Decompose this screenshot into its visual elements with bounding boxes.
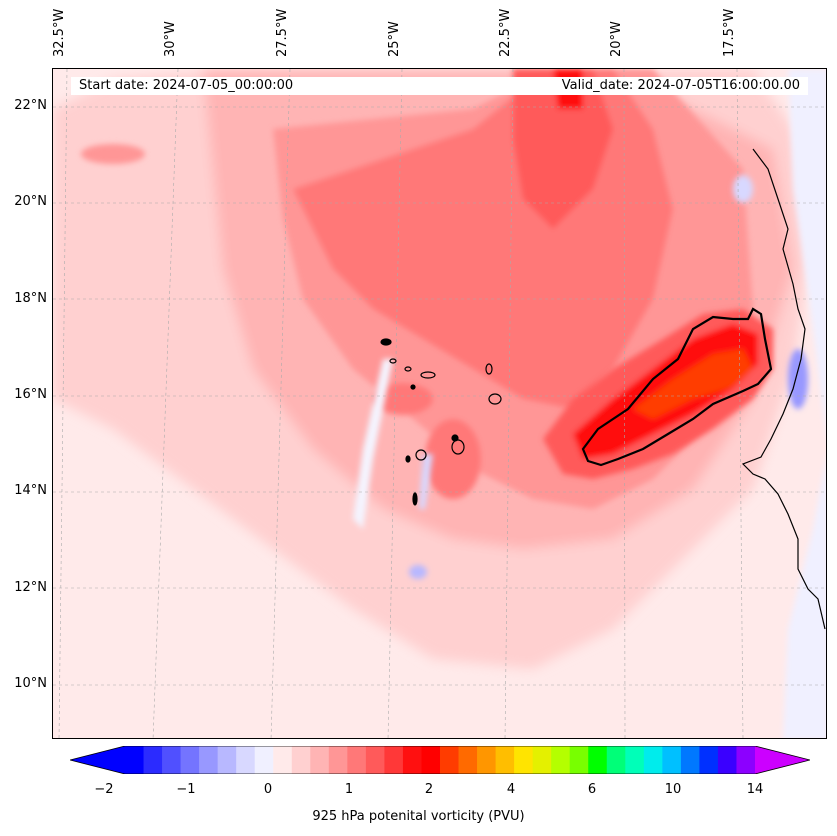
colorbar-segment xyxy=(328,746,348,774)
colorbar-segment xyxy=(199,746,219,774)
colorbar-segment xyxy=(514,746,534,774)
islands xyxy=(380,338,502,506)
colorbar-tick-1: 1 xyxy=(344,782,354,797)
lon-label-27-5w: 27.5°W xyxy=(275,8,290,57)
colorbar-tick-10: 10 xyxy=(664,782,682,797)
colorbar-segment xyxy=(291,746,311,774)
colorbar-tick-0: 0 xyxy=(263,782,273,797)
lon-label-20w: 20°W xyxy=(609,21,624,57)
lon-label-17-5w: 17.5°W xyxy=(722,8,737,57)
colorbar-segment xyxy=(143,746,163,774)
colorbar-segment xyxy=(588,746,608,774)
colorbar-segment xyxy=(180,746,200,774)
colorbar-tick-4: 4 xyxy=(506,782,516,797)
lat-label-20n: 20°N xyxy=(14,194,47,209)
graticule xyxy=(53,69,826,738)
lat-label-14n: 14°N xyxy=(14,483,47,498)
colorbar-segment xyxy=(717,746,737,774)
colorbar-segment xyxy=(551,746,571,774)
colorbar-segment xyxy=(606,746,626,774)
colorbar-tick-2: 2 xyxy=(424,782,434,797)
lon-label-25w: 25°W xyxy=(387,21,402,57)
colorbar-segment xyxy=(662,746,682,774)
pv-contour xyxy=(581,307,773,467)
lon-label-30w: 30°W xyxy=(163,21,178,57)
colorbar-segment xyxy=(458,746,478,774)
colorbar-segment xyxy=(365,746,385,774)
colorbar-extend-max xyxy=(755,746,810,774)
colorbar-tick-14: 14 xyxy=(746,782,764,797)
colorbar-segment xyxy=(402,746,422,774)
lat-label-18n: 18°N xyxy=(14,291,47,306)
colorbar-tick-minus1: −1 xyxy=(176,782,196,797)
lat-label-12n: 12°N xyxy=(14,580,47,595)
colorbar-segment xyxy=(384,746,404,774)
colorbar-tick-minus2: −2 xyxy=(94,782,114,797)
date-info-bar: Start date: 2024-07-05_00:00:00 Valid_da… xyxy=(71,77,808,95)
pv-field xyxy=(53,69,826,738)
colorbar-segment xyxy=(680,746,700,774)
colorbar-segment xyxy=(217,746,237,774)
start-date-text: Start date: 2024-07-05_00:00:00 xyxy=(79,78,294,93)
lat-label-22n: 22°N xyxy=(14,98,47,113)
colorbar-segment xyxy=(236,746,256,774)
colorbar-segment xyxy=(125,746,145,774)
colorbar-segment xyxy=(495,746,515,774)
lat-label-10n: 10°N xyxy=(14,676,47,691)
colorbar-segment xyxy=(254,746,274,774)
colorbar-segment xyxy=(532,746,552,774)
colorbar-extend-min xyxy=(70,746,125,774)
colorbar-segment xyxy=(625,746,645,774)
lon-label-32-5w: 32.5°W xyxy=(52,8,67,57)
colorbar-segment xyxy=(569,746,589,774)
map-plot-area xyxy=(52,68,827,739)
pv-region-negative xyxy=(353,69,826,738)
valid-date-text: Valid_date: 2024-07-05T16:00:00.00 xyxy=(561,78,800,93)
colorbar-segment xyxy=(273,746,293,774)
colorbar-segment xyxy=(347,746,367,774)
colorbar xyxy=(70,746,810,774)
colorbar-segment xyxy=(162,746,182,774)
colorbar-segment xyxy=(440,746,460,774)
coastline xyxy=(741,148,826,630)
colorbar-segment xyxy=(736,746,756,774)
colorbar-segment xyxy=(477,746,497,774)
colorbar-segment xyxy=(699,746,719,774)
lat-label-16n: 16°N xyxy=(14,387,47,402)
colorbar-segment xyxy=(310,746,330,774)
pv-region-core xyxy=(543,309,773,479)
colorbar-label: 925 hPa potenital vorticity (PVU) xyxy=(312,809,525,824)
colorbar-segment xyxy=(421,746,441,774)
colorbar-segment xyxy=(643,746,663,774)
lon-label-22-5w: 22.5°W xyxy=(498,8,513,57)
colorbar-tick-6: 6 xyxy=(587,782,597,797)
